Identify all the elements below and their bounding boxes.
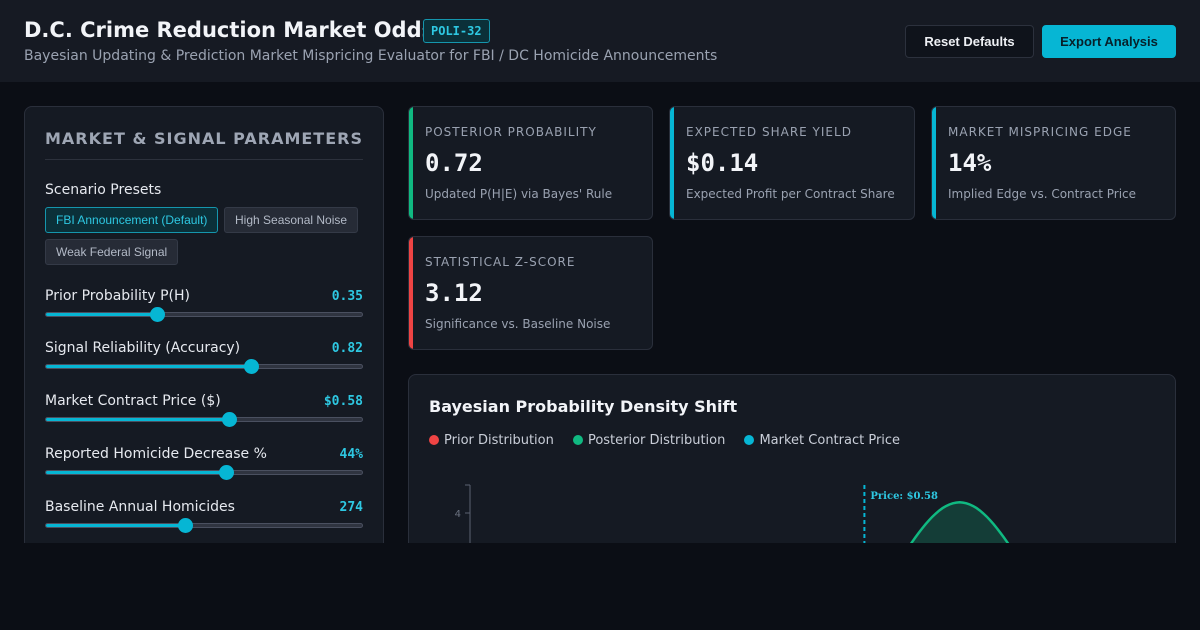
legend-dot <box>429 435 439 445</box>
panel-title: MARKET & SIGNAL PARAMETERS <box>45 129 363 148</box>
slider-fill <box>46 313 157 316</box>
bottom-background <box>0 543 1200 630</box>
slider-fill <box>46 365 252 368</box>
slider-signal-reliability: Signal Reliability (Accuracy) 0.82 <box>45 340 363 376</box>
presets-label: Scenario Presets <box>45 182 162 198</box>
market-price-label: Price: $0.58 <box>870 491 938 502</box>
slider-fill <box>46 418 230 421</box>
card-label: EXPECTED SHARE YIELD <box>686 125 852 139</box>
card-label: POSTERIOR PROBABILITY <box>425 125 597 139</box>
slider-fill <box>46 524 186 527</box>
card-label: MARKET MISPRICING EDGE <box>948 125 1132 139</box>
card-z-score: STATISTICAL Z-SCORE 3.12 Significance vs… <box>408 236 653 350</box>
slider-baseline-homicides: Baseline Annual Homicides 274 <box>45 499 363 535</box>
slider-thumb[interactable] <box>244 359 260 374</box>
market-tag-badge: POLI-32 <box>423 19 490 43</box>
posterior-curve <box>889 501 1030 573</box>
legend-label: Market Contract Price <box>759 433 901 448</box>
card-accent-bar <box>409 107 413 219</box>
card-posterior-probability: POSTERIOR PROBABILITY 0.72 Updated P(H|E… <box>408 106 653 220</box>
slider-prior-probability: Prior Probability P(H) 0.35 <box>45 288 363 324</box>
card-subtext: Implied Edge vs. Contract Price <box>948 187 1137 201</box>
reset-defaults-button[interactable]: Reset Defaults <box>905 25 1034 58</box>
page-subtitle: Bayesian Updating & Prediction Market Mi… <box>24 48 718 64</box>
preset-fbi-announcement[interactable]: FBI Announcement (Default) <box>45 207 219 233</box>
slider-thumb[interactable] <box>149 307 165 322</box>
slider-track[interactable] <box>45 412 363 427</box>
slider-value: 0.82 <box>331 341 363 356</box>
slider-thumb[interactable] <box>178 518 194 533</box>
legend-label: Posterior Distribution <box>587 433 726 448</box>
slider-track[interactable] <box>45 359 363 374</box>
slider-track[interactable] <box>45 518 363 533</box>
card-expected-share-yield: EXPECTED SHARE YIELD $0.14 Expected Prof… <box>669 106 915 220</box>
chart-legend: Prior Distribution Posterior Distributio… <box>429 429 914 448</box>
legend-dot <box>572 435 583 445</box>
slider-value: 0.35 <box>331 289 363 304</box>
card-value: $0.14 <box>686 149 759 177</box>
chart-title: Bayesian Probability Density Shift <box>429 397 738 416</box>
card-value: 0.72 <box>425 149 483 177</box>
slider-thumb[interactable] <box>219 465 235 480</box>
card-accent-bar <box>409 237 413 349</box>
slider-label: Reported Homicide Decrease % <box>45 446 267 462</box>
legend-dot <box>744 435 755 445</box>
page-title: D.C. Crime Reduction Market Odds <box>24 18 435 42</box>
export-analysis-button[interactable]: Export Analysis <box>1042 25 1176 58</box>
slider-fill <box>46 471 227 474</box>
slider-value: 274 <box>339 500 363 515</box>
panel-divider <box>45 159 363 160</box>
slider-value: $0.58 <box>323 394 363 409</box>
slider-track[interactable] <box>45 465 363 480</box>
preset-high-seasonal-noise[interactable]: High Seasonal Noise <box>224 207 359 233</box>
card-value: 14% <box>948 149 992 177</box>
app-header: D.C. Crime Reduction Market Odds POLI-32… <box>0 0 1200 82</box>
slider-homicide-decrease: Reported Homicide Decrease % 44% <box>45 446 363 482</box>
card-subtext: Significance vs. Baseline Noise <box>425 317 611 331</box>
card-accent-bar <box>670 107 674 219</box>
slider-label: Baseline Annual Homicides <box>45 499 235 515</box>
slider-label: Market Contract Price ($) <box>45 393 221 409</box>
card-label: STATISTICAL Z-SCORE <box>425 255 576 269</box>
slider-label: Prior Probability P(H) <box>45 288 190 304</box>
legend-label: Prior Distribution <box>444 433 554 448</box>
legend-item-posterior: Posterior Distribution <box>572 433 726 448</box>
card-subtext: Expected Profit per Contract Share <box>686 187 895 201</box>
card-accent-bar <box>932 107 936 219</box>
slider-track[interactable] <box>45 307 363 322</box>
density-chart-panel: Bayesian Probability Density Shift Prior… <box>408 374 1176 574</box>
card-mispricing-edge: MARKET MISPRICING EDGE 14% Implied Edge … <box>931 106 1176 220</box>
legend-item-market-price: Market Contract Price <box>744 433 900 448</box>
parameters-panel: MARKET & SIGNAL PARAMETERS Scenario Pres… <box>24 106 384 566</box>
card-value: 3.12 <box>425 279 483 307</box>
slider-label: Signal Reliability (Accuracy) <box>45 340 241 356</box>
y-tick-label: 4 <box>455 509 461 520</box>
slider-value: 44% <box>339 447 363 462</box>
card-subtext: Updated P(H|E) via Bayes' Rule <box>425 187 613 201</box>
preset-weak-federal-signal[interactable]: Weak Federal Signal <box>45 239 179 265</box>
slider-thumb[interactable] <box>222 412 238 427</box>
slider-market-price: Market Contract Price ($) $0.58 <box>45 393 363 429</box>
legend-item-prior: Prior Distribution <box>429 433 554 448</box>
